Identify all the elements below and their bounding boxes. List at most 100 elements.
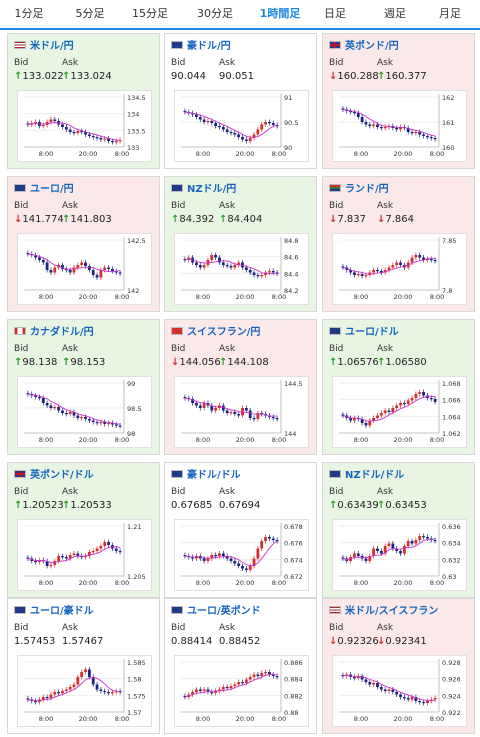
pair-title[interactable]: 豪ドル/円 (171, 40, 231, 54)
rate-card[interactable]: 英ポンド/ドル Bid Ask ↑1.20523 ↑1.20533 1.21 1.205 8:… (7, 462, 160, 598)
pair-name[interactable]: カナダドル/円 (30, 327, 94, 338)
price-chart[interactable]: 0.886 0.884 0.882 0.88 8:00 20:00 8:00 (174, 655, 309, 727)
candle-body (356, 676, 360, 678)
pair-name[interactable]: 英ポンド/円 (345, 41, 399, 52)
candle-body (210, 405, 214, 411)
tab-5[interactable]: 1時間足 (259, 7, 301, 20)
pair-title[interactable]: ランド/円 (329, 183, 389, 197)
rate-card[interactable]: NZドル/ドル Bid Ask ↑0.63439 ↑0.63453 0.636 0.634 0… (322, 462, 475, 598)
price-chart[interactable]: 142.5 142 8:00 20:00 8:00 (17, 233, 152, 305)
candle-body (45, 403, 49, 406)
pair-name[interactable]: NZドル/ドル (345, 470, 405, 481)
pair-name[interactable]: 米ドル/円 (30, 41, 74, 52)
price-chart[interactable]: 1.21 1.205 8:00 20:00 8:00 (17, 519, 152, 591)
pair-title[interactable]: NZドル/ドル (329, 469, 404, 483)
rate-card[interactable]: ユーロ/豪ドル Bid Ask 1.57453 1.57467 1.585 1.58 1.57… (7, 598, 160, 734)
pair-name[interactable]: 米ドル/スイスフラン (345, 606, 439, 617)
pair-title[interactable]: ユーロ/英ポンド (171, 605, 261, 619)
price-chart[interactable]: 144.5 144 8:00 20:00 8:00 (174, 376, 309, 448)
pair-title[interactable]: 豪ドル/ドル (171, 469, 241, 483)
pair-name[interactable]: NZドル/円 (187, 184, 237, 195)
pair-title[interactable]: 米ドル/円 (14, 40, 74, 54)
y-tick-label: 0.88 (284, 709, 298, 717)
candle-body (91, 677, 95, 685)
price-chart[interactable]: 162 161 160 8:00 20:00 8:00 (332, 90, 467, 162)
tab-6[interactable]: 日足 (324, 7, 346, 20)
price-chart[interactable]: 0.636 0.634 0.632 0.63 8:00 20:00 8:00 (332, 519, 467, 591)
rate-card[interactable]: 英ポンド/円 Bid Ask ↓160.288 ↑160.377 162 161 160 8:0… (322, 33, 475, 169)
tab-2[interactable]: 5分足 (75, 7, 105, 20)
rate-card[interactable]: 豪ドル/円 Bid Ask 90.044 90.051 91 90.5 90 8:00 20:00… (164, 33, 317, 169)
pair-name[interactable]: ユーロ/円 (30, 184, 74, 195)
pair-title[interactable]: ユーロ/豪ドル (14, 605, 94, 619)
candle-body (68, 555, 72, 559)
rate-card[interactable]: ユーロ/円 Bid Ask ↓141.774 ↑141.803 142.5 142 8:00 2… (7, 176, 160, 312)
y-tick-label: 0.676 (284, 540, 303, 548)
price-chart[interactable]: 1.585 1.58 1.575 1.57 8:00 20:00 8:00 (17, 655, 152, 727)
pair-name[interactable]: スイスフラン/円 (187, 327, 261, 338)
pair-title[interactable]: NZドル/円 (171, 183, 236, 197)
candle-body (221, 127, 225, 130)
rate-card[interactable]: 豪ドル/ドル Bid Ask 0.67685 0.67694 0.678 0.676 0.67… (164, 462, 317, 598)
y-tick-label: 99 (127, 380, 135, 388)
tab-8[interactable]: 月足 (439, 7, 461, 20)
ask-value-text: 0.92341 (385, 636, 427, 647)
pair-name[interactable]: ユーロ/英ポンド (187, 606, 261, 617)
candle-body (268, 122, 271, 124)
candle-body (76, 415, 80, 418)
price-chart[interactable]: 84.8 84.6 84.4 84.2 8:00 20:00 8:00 (174, 233, 309, 305)
price-chart[interactable]: 7.85 7.8 8:00 20:00 8:00 (332, 233, 467, 305)
pair-title[interactable]: 米ドル/スイスフラン (329, 605, 438, 619)
bid-value: ↑0.63439 (329, 500, 379, 511)
tab-4[interactable]: 30分足 (197, 7, 233, 20)
candle-body (91, 270, 95, 275)
rate-card[interactable]: ユーロ/英ポンド Bid Ask 0.88414 0.88452 0.886 0.884 0.… (164, 598, 317, 734)
pair-title[interactable]: 英ポンド/円 (329, 40, 399, 54)
y-tick-label: 84.4 (284, 270, 298, 278)
rate-card[interactable]: ランド/円 Bid Ask ↓7.837 ↓7.864 7.85 7.8 8:00 20:00 8… (322, 176, 475, 312)
arrow-down-icon: ↓ (377, 214, 386, 225)
candle-body (84, 262, 87, 266)
pair-title[interactable]: 英ポンド/ドル (14, 469, 94, 483)
pair-name[interactable]: 英ポンド/ドル (30, 470, 94, 481)
pair-name[interactable]: ランド/円 (345, 184, 389, 195)
candle-body (221, 405, 225, 411)
candle-body (72, 553, 76, 555)
candle-body (368, 124, 372, 126)
rate-card[interactable]: ユーロ/ドル Bid Ask ↑1.06576 ↑1.06580 1.068 1.066 1.… (322, 319, 475, 455)
moving-average-line (27, 676, 121, 702)
pair-title[interactable]: ユーロ/ドル (329, 326, 399, 340)
price-chart[interactable]: 0.928 0.926 0.924 0.922 8:00 20:00 8:00 (332, 655, 467, 727)
ask-label: Ask (219, 201, 236, 211)
rate-card[interactable]: NZドル/円 Bid Ask ↑84.392 ↑84.404 84.8 84.6 84.4 84… (164, 176, 317, 312)
rate-card[interactable]: カナダドル/円 Bid Ask ↑98.138 ↑98.153 99 98.5 98 8:00 2… (7, 319, 160, 455)
pair-title[interactable]: カナダドル/円 (14, 326, 94, 340)
candle-body (202, 119, 206, 122)
x-tick-label: 8:00 (430, 150, 445, 158)
rate-card[interactable]: 米ドル/スイスフラン Bid Ask ↓0.92326 ↓0.92341 0.928 0.9… (322, 598, 475, 734)
candle-body (275, 272, 279, 274)
pair-name[interactable]: 豪ドル/ドル (187, 470, 241, 481)
pair-name[interactable]: 豪ドル/円 (187, 41, 231, 52)
pair-name[interactable]: ユーロ/豪ドル (30, 606, 94, 617)
price-chart[interactable]: 134.5 134 133.5 133 8:00 20:00 8:00 (17, 90, 152, 162)
candle-body (38, 560, 41, 562)
ask-label: Ask (62, 344, 79, 354)
price-chart[interactable]: 91 90.5 90 8:00 20:00 8:00 (174, 90, 309, 162)
moving-average-line (27, 253, 121, 273)
price-chart[interactable]: 0.678 0.676 0.674 0.672 8:00 20:00 8:00 (174, 519, 309, 591)
tab-7[interactable]: 週足 (384, 7, 406, 20)
candle-body (349, 418, 352, 421)
rate-card[interactable]: 米ドル/円 Bid Ask ↑133.022 ↑133.024 134.5 134 133.5… (7, 33, 160, 169)
price-chart[interactable]: 1.068 1.066 1.064 1.062 8:00 20:00 8:00 (332, 376, 467, 448)
pair-title[interactable]: スイスフラン/円 (171, 326, 260, 340)
tab-3[interactable]: 15分足 (132, 7, 168, 20)
price-chart[interactable]: 99 98.5 98 8:00 20:00 8:00 (17, 376, 152, 448)
pair-name[interactable]: ユーロ/ドル (345, 327, 399, 338)
candle-body (252, 674, 256, 677)
tab-1[interactable]: 1分足 (14, 7, 44, 20)
pair-title[interactable]: ユーロ/円 (14, 183, 74, 197)
rate-card[interactable]: スイスフラン/円 Bid Ask ↓144.056 ↑144.108 144.5 144 8:… (164, 319, 317, 455)
bid-value: 0.88414 (171, 636, 212, 647)
